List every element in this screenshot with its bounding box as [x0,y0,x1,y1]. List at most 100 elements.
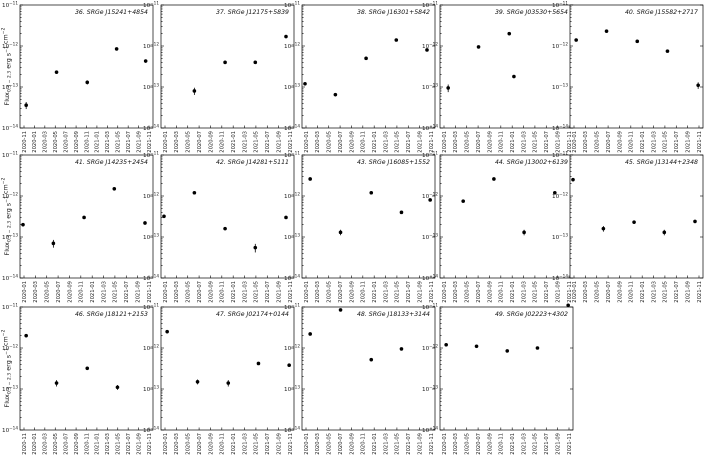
data-point [635,39,640,44]
x-tick-label: 2021-11 [567,433,573,455]
x-tick-label: 2021-11 [147,281,153,303]
x-tick-label: 2020-01 [572,281,578,303]
x-tick-label: 2021-11 [147,433,153,455]
x-tick-label: 2020-03 [174,433,180,455]
y-tick-label: 10−13 [422,385,438,393]
x-tick-label: 2021-05 [395,433,401,455]
x-tick-label: 2021-05 [533,131,539,153]
data-point [284,34,288,39]
x-tick-label: 2020-05 [465,131,471,153]
x-tick-label: 2021-07 [544,433,550,455]
y-tick-label: 10−13 [552,233,568,241]
x-tick-label: 2021-09 [555,131,561,153]
x-tick-label: 2021-01 [372,433,378,455]
x-tick-label: 2021-11 [288,131,294,153]
x-tick-label: 2021-01 [231,281,237,303]
y-tick-label: 10−11 [552,151,568,159]
x-tick-label: 2021-03 [383,131,389,153]
y-tick-label: 10−14 [422,274,438,282]
x-tick-label: 2020-07 [197,131,203,153]
x-tick-label: 2021-09 [417,281,423,303]
x-tick-label: 2021-03 [242,281,248,303]
x-tick-label: 2020-11 [361,131,367,153]
x-tick-label: 2021-07 [406,433,412,455]
data-point [512,74,516,79]
data-point [24,103,28,107]
x-tick-label: 2021-11 [147,131,153,153]
x-tick-label: 2020-03 [43,131,49,153]
x-tick-label: 2020-01 [304,281,310,303]
x-tick-label: 2021-11 [429,281,435,303]
x-tick-label: 2020-07 [197,281,203,303]
x-tick-label: 2021-05 [116,433,122,455]
x-tick-label: 2021-11 [697,281,703,303]
data-point [54,70,59,74]
panel-title: 45. SRGe J13144+2348 [625,159,698,166]
data-point [226,381,231,385]
panel: 10−14 10−13 10−12 10−11 2020-11 2020-01 2020-0… [1,1,154,153]
plot-frame [439,306,574,431]
y-tick-label: 10−11 [143,303,159,311]
y-axis-title: Flux0.3 − 2.3 erg s−1 cm−2 [1,27,13,105]
x-tick-label: 2020-01 [32,433,38,455]
plot-frame [19,154,154,279]
y-tick-label: 10−11 [2,151,18,159]
x-tick-label: 2021-09 [417,131,423,153]
x-tick-label: 2020-03 [174,131,180,153]
x-tick-label: 2020-11 [220,131,226,153]
data-point [308,332,312,336]
x-tick-label: 2021-03 [101,281,107,303]
x-tick-label: 2020-07 [338,131,344,153]
x-tick-label: 2020-11 [22,131,28,153]
x-tick-label: 2020-09 [349,131,355,153]
x-tick-label: 2020-07 [197,433,203,455]
data-point [114,47,119,51]
y-tick-label: 10−12 [143,192,159,200]
y-tick-label: 10−13 [422,233,438,241]
y-tick-label: 10−14 [284,274,300,282]
x-tick-label: 2020-05 [186,281,192,303]
panel-title: 36. SRGe J15241+4854 [75,9,148,16]
x-tick-label: 2021-03 [521,131,527,153]
data-point [143,59,148,63]
data-point [284,215,288,220]
x-tick-label: 2020-05 [595,281,601,303]
y-tick-label: 10−13 [422,83,438,91]
panel-title: 48. SRGe J18133+3144 [357,311,430,318]
x-tick-label: 2021-07 [406,281,412,303]
panel: 10−14 10−13 10−12 10−11 2020-01 2020-03 2020-0… [143,1,295,153]
x-tick-label: 2020-01 [163,131,169,153]
x-tick-label: 2021-09 [135,281,141,303]
panel: 10−14 10−13 10−12 10−11 2020-01 2020-03 2020-0… [422,1,574,153]
x-tick-label: 2021-01 [90,281,96,303]
x-tick-label: 2021-01 [95,131,101,153]
y-tick-label: 10−13 [2,385,18,393]
panel-title: 43. SRGe J16085+1552 [357,159,430,166]
data-point [165,329,169,334]
x-tick-label: 2020-11 [22,433,28,455]
data-point [553,190,557,195]
data-point [476,45,481,49]
y-tick-label: 10−12 [143,344,159,352]
x-tick-label: 2021-11 [697,131,703,153]
y-tick-label: 10−14 [422,426,438,434]
plot-frame [301,4,436,129]
x-tick-label: 2021-03 [242,433,248,455]
data-point [364,56,368,61]
x-tick-label: 2021-03 [521,281,527,303]
x-tick-label: 2021-11 [567,281,573,303]
data-point [333,92,338,97]
x-tick-label: 2020-07 [476,131,482,153]
x-tick-label: 2020-09 [487,281,493,303]
x-tick-label: 2021-07 [265,131,271,153]
data-point [604,29,609,33]
data-point [308,177,312,181]
x-tick-label: 2021-05 [254,433,260,455]
y-tick-label: 10−14 [552,124,568,132]
panel-title: 37. SRGe J12175+5839 [216,9,289,16]
x-tick-label: 2021-03 [105,131,111,153]
x-tick-label: 2020-03 [315,433,321,455]
y-tick-label: 10−12 [2,192,18,200]
data-point [54,381,59,385]
x-tick-label: 2021-09 [685,281,691,303]
